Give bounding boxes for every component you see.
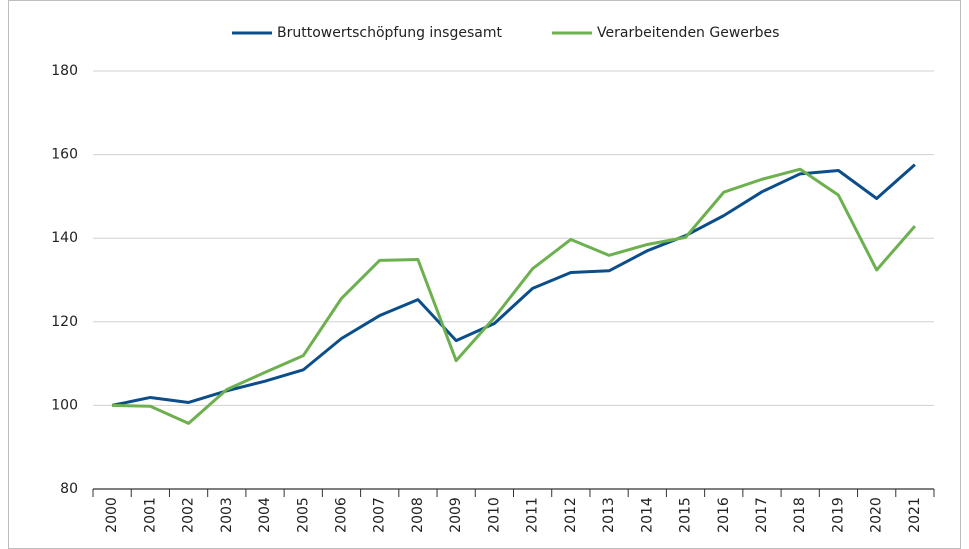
x-tick-label: 2011 bbox=[525, 497, 541, 533]
y-tick-label: 140 bbox=[51, 230, 78, 246]
x-tick-label: 2018 bbox=[792, 497, 808, 533]
x-tick-label: 2021 bbox=[907, 497, 923, 533]
x-tick-label: 2008 bbox=[410, 497, 426, 533]
series-line bbox=[112, 167, 917, 425]
y-tick-label: 180 bbox=[51, 63, 78, 79]
x-tick-label: 2006 bbox=[333, 497, 349, 533]
y-tick-label: 100 bbox=[51, 397, 78, 413]
y-tick-label: 80 bbox=[60, 481, 78, 497]
x-tick-label: 2003 bbox=[219, 497, 235, 533]
legend-label: Verarbeitenden Gewerbes bbox=[597, 25, 779, 41]
x-tick-label: 2000 bbox=[104, 497, 120, 533]
x-tick-label: 2015 bbox=[678, 497, 694, 533]
legend-label: Bruttowertschöpfung insgesamt bbox=[277, 25, 502, 41]
x-tick-label: 2005 bbox=[295, 497, 311, 533]
y-tick-label: 160 bbox=[51, 147, 78, 163]
series-line bbox=[111, 163, 916, 407]
x-tick-label: 2017 bbox=[754, 497, 770, 533]
x-tick-label: 2016 bbox=[716, 497, 732, 533]
x-tick-label: 2009 bbox=[448, 497, 464, 533]
y-tick-label: 120 bbox=[51, 314, 78, 330]
frame bbox=[8, 0, 961, 549]
x-tick-label: 2007 bbox=[372, 497, 388, 533]
x-tick-label: 2014 bbox=[639, 497, 655, 533]
x-tick-label: 2019 bbox=[830, 497, 846, 533]
x-tick-label: 2010 bbox=[486, 497, 502, 533]
x-tick-label: 2002 bbox=[181, 497, 197, 533]
x-tick-label: 2004 bbox=[257, 497, 273, 533]
x-tick-label: 2020 bbox=[869, 497, 885, 533]
x-tick-label: 2001 bbox=[142, 497, 158, 533]
x-tick-label: 2013 bbox=[601, 497, 617, 533]
x-tick-label: 2012 bbox=[563, 497, 579, 533]
